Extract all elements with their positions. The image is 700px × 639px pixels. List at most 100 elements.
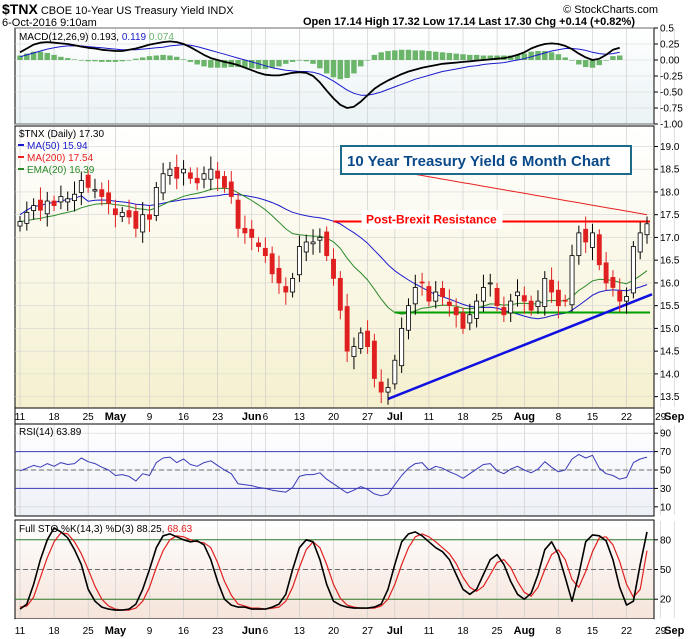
macd-histogram-bar — [30, 51, 37, 60]
macd-histogram-bar — [51, 54, 57, 60]
macd-legend-signal: 0.119 — [122, 32, 147, 43]
candle-body — [140, 214, 146, 233]
macd-histogram-bar — [37, 51, 44, 60]
x-tick-label: 15 — [587, 412, 599, 423]
candle-body — [378, 381, 384, 393]
x-tick-label: 18 — [457, 626, 469, 637]
x-tick-label: 22 — [621, 412, 633, 423]
candle-body — [222, 176, 227, 188]
x-tick-label: 27 — [362, 626, 374, 637]
candle-body — [153, 187, 159, 217]
candle-body — [147, 214, 152, 220]
candle-body — [201, 173, 207, 180]
ma200-line — [381, 167, 648, 216]
macd-histogram-bar — [187, 60, 194, 62]
sto-legend-d: 68.63 — [167, 524, 192, 535]
candle-body — [331, 258, 336, 279]
price-tick-label: 13.5 — [660, 392, 680, 403]
macd-histogram-bar — [105, 60, 112, 62]
x-tick-label: Jun — [242, 625, 262, 637]
x-tick-label: 13 — [294, 626, 306, 637]
macd-histogram-bar — [576, 60, 582, 65]
x-tick-label: May — [105, 411, 127, 423]
sto-tick-label: 80 — [660, 535, 672, 546]
macd-histogram-bar — [378, 52, 384, 60]
candle-body — [644, 223, 650, 236]
macd-tick-label: -0.50 — [660, 88, 683, 99]
x-axis-band-bottom — [15, 619, 654, 637]
macd-histogram-bar — [358, 60, 364, 67]
candle-body — [215, 170, 221, 179]
candle-body — [133, 211, 139, 229]
candle-body — [235, 199, 241, 229]
sto-tick-label: 50 — [660, 565, 672, 576]
candle-body — [535, 300, 541, 307]
macd-histogram-bar — [480, 55, 487, 60]
candle-body — [433, 291, 439, 302]
candle-body — [617, 290, 623, 302]
candle-body — [528, 300, 534, 311]
candle-body — [92, 189, 98, 192]
macd-histogram-bar — [398, 49, 405, 60]
x-tick-label: 11 — [424, 626, 435, 637]
x-tick-label: 23 — [212, 412, 224, 423]
candle-body — [106, 192, 112, 204]
price-tick-label: 18.0 — [660, 187, 680, 198]
candle-body — [256, 242, 261, 247]
candle-body — [242, 227, 248, 234]
candle-body — [351, 346, 357, 358]
x-tick-label: 25 — [83, 412, 95, 423]
macd-histogram-bar — [180, 59, 187, 60]
macd-histogram-bar — [262, 60, 269, 69]
macd-histogram-bar — [78, 60, 85, 61]
annotation-title: 10 Year Treasury Yield 6 Month Chart — [347, 153, 610, 170]
rsi-line — [19, 453, 648, 497]
macd-histogram-bar — [542, 51, 548, 60]
candle-body — [269, 253, 275, 275]
x-tick-label: 13 — [294, 412, 306, 423]
sto-legend: Full STO %K(14,3) %D(3) 88.25, 68.63 — [19, 524, 193, 535]
price-tick-label: 18.5 — [660, 165, 680, 176]
candle-body — [303, 241, 309, 253]
rsi-tick-label: 50 — [660, 466, 672, 477]
sto-k-line — [19, 527, 648, 611]
macd-histogram-bar — [283, 60, 289, 64]
x-tick-label: 29 — [655, 626, 667, 637]
candle-body — [480, 287, 486, 302]
macd-histogram-bar — [64, 58, 71, 60]
macd-histogram-bar — [385, 51, 391, 60]
macd-histogram-bar — [160, 54, 166, 60]
macd-histogram-bar — [589, 60, 596, 68]
macd-histogram-bar — [412, 50, 419, 60]
candle-body — [583, 228, 589, 243]
resistance-label: Post-Brexit Resistance — [366, 213, 497, 227]
ema20-legend: EMA(20) 16.39 — [27, 165, 95, 176]
x-tick-label: Aug — [514, 625, 535, 637]
macd-tick-label: 0.00 — [660, 56, 680, 67]
x-tick-label: 16 — [178, 412, 190, 423]
resistance-label-box: Post-Brexit Resistance — [361, 210, 503, 230]
macd-histogram-bar — [71, 59, 78, 60]
macd-histogram-bar — [133, 58, 139, 60]
candle-body — [392, 359, 398, 385]
macd-histogram-bar — [467, 54, 473, 60]
price-tick-label: 16.0 — [660, 278, 680, 289]
x-tick-label: 11 — [15, 412, 26, 423]
price-tick-label: 16.5 — [660, 256, 680, 267]
uptrend-line — [387, 293, 653, 401]
candle-body — [590, 232, 595, 248]
macd-histogram-bar — [194, 60, 200, 65]
candle-body — [160, 173, 166, 194]
macd-histogram-bar — [99, 60, 105, 62]
macd-histogram-bar — [460, 54, 466, 60]
candle-body — [385, 387, 391, 393]
x-tick-label: 6 — [263, 412, 269, 423]
x-tick-label: 16 — [178, 626, 190, 637]
macd-histogram-bar — [446, 52, 453, 60]
macd-histogram-bar — [487, 55, 493, 60]
candle-body — [72, 193, 77, 201]
candle-body — [419, 281, 425, 284]
macd-histogram-bar — [242, 60, 248, 68]
candle-body — [494, 287, 500, 307]
candle-body — [337, 277, 343, 311]
